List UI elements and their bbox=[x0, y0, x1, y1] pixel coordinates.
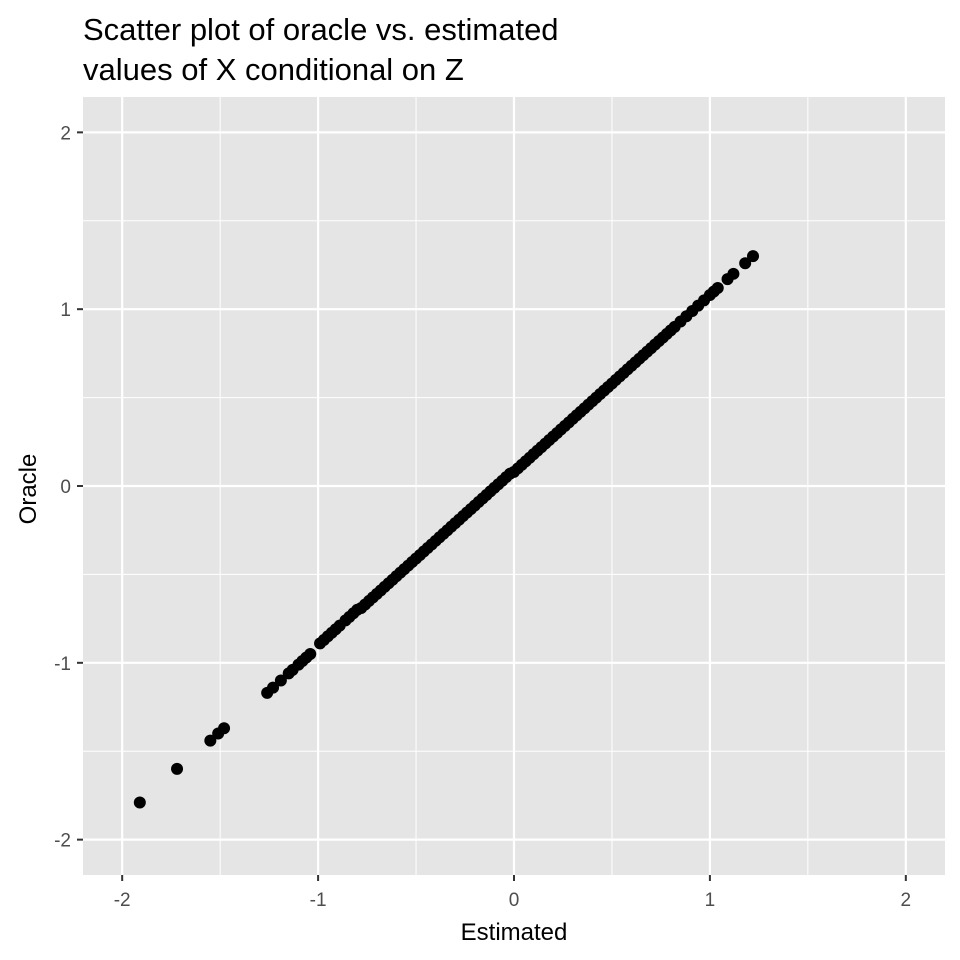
data-point bbox=[711, 281, 724, 294]
y-tick-label: 1 bbox=[60, 300, 71, 321]
y-axis-title: Oracle bbox=[15, 454, 42, 525]
data-point bbox=[739, 257, 752, 270]
y-axis-ticks: -2 -1 0 1 2 bbox=[54, 123, 83, 852]
chart-title-line-1: Scatter plot of oracle vs. estimated bbox=[83, 12, 559, 47]
x-tick-label: 0 bbox=[509, 890, 520, 911]
scatter-points bbox=[133, 250, 760, 809]
data-point bbox=[274, 674, 287, 687]
x-tick-label: -2 bbox=[114, 890, 131, 911]
data-point bbox=[304, 647, 317, 660]
y-tick-label: -2 bbox=[54, 831, 71, 852]
y-tick-label: 0 bbox=[60, 477, 71, 498]
data-point bbox=[133, 796, 146, 809]
x-axis-ticks: -2 -1 0 1 2 bbox=[114, 875, 911, 911]
x-axis-title: Estimated bbox=[461, 919, 568, 946]
y-tick-label: 2 bbox=[60, 123, 71, 144]
x-tick-label: 1 bbox=[705, 890, 716, 911]
data-point bbox=[727, 267, 740, 280]
data-point bbox=[267, 681, 280, 694]
data-point bbox=[218, 722, 231, 735]
major-gridlines bbox=[83, 97, 945, 875]
x-tick-label: 2 bbox=[901, 890, 912, 911]
data-point bbox=[747, 250, 760, 263]
data-point bbox=[204, 734, 217, 747]
x-tick-label: -1 bbox=[310, 890, 327, 911]
chart-title-line-2: values of X conditional on Z bbox=[83, 52, 464, 87]
y-tick-label: -1 bbox=[54, 654, 71, 675]
data-point bbox=[171, 762, 184, 775]
